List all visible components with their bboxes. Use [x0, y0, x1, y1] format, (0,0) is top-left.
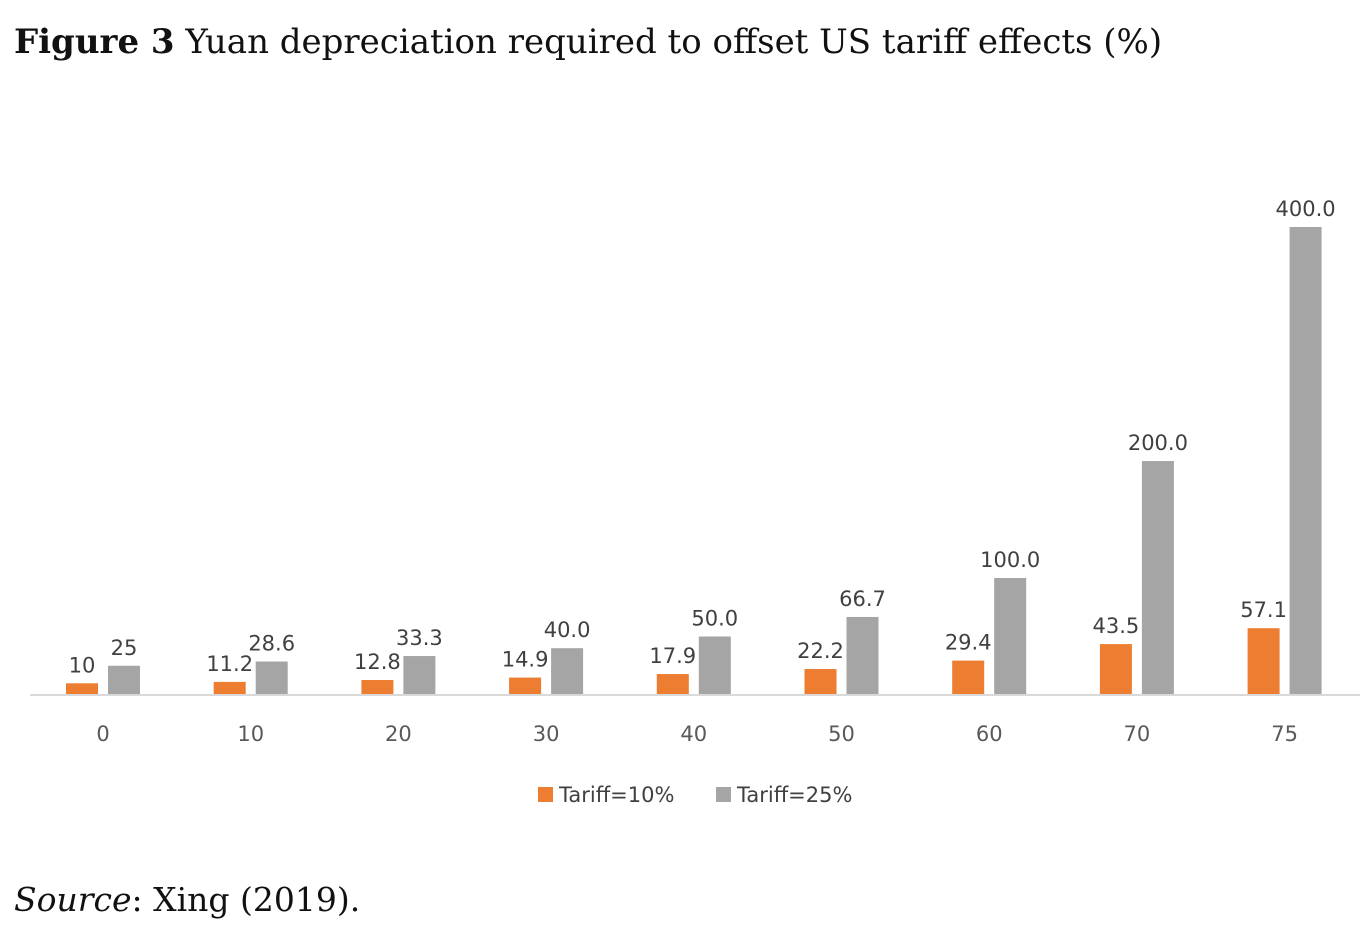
- legend-swatch-tariff10: [538, 787, 553, 802]
- bar-tariff25-75: [1289, 227, 1322, 695]
- x-tick-label-0: 0: [96, 722, 109, 746]
- x-tick-labels: 0 10 20 30 40 50 60 70 75: [96, 722, 1298, 746]
- bar-tariff10-10: [213, 681, 246, 695]
- source-text: : Xing (2019).: [131, 880, 361, 919]
- bar-tariff10-40: [656, 674, 689, 695]
- figure-label: Figure 3: [14, 22, 175, 62]
- data-label-tariff10-20: 12.8: [354, 650, 401, 674]
- legend: Tariff=10% Tariff=25%: [538, 783, 852, 807]
- bars-layer: [66, 227, 1322, 695]
- source-note: Source: Xing (2019).: [14, 880, 360, 919]
- bar-tariff25-50: [846, 616, 879, 695]
- x-tick-label-75: 75: [1271, 722, 1298, 746]
- data-label-tariff25-70: 200.0: [1128, 431, 1188, 455]
- x-tick-label-40: 40: [680, 722, 707, 746]
- data-label-tariff10-0: 10: [69, 653, 96, 677]
- bar-tariff10-30: [509, 677, 542, 695]
- bar-tariff10-0: [66, 683, 98, 695]
- data-label-tariff10-40: 17.9: [649, 644, 696, 668]
- source-label: Source: [14, 880, 132, 919]
- legend-label-tariff10: Tariff=10%: [558, 783, 674, 807]
- bar-tariff25-10: [255, 661, 288, 695]
- data-labels: 10 25 11.228.6 12.833.3 14.9 40.0 17.9 50.0 22.2…: [69, 197, 1336, 677]
- x-tick-label-30: 30: [533, 722, 560, 746]
- bar-tariff10-70: [1099, 644, 1132, 695]
- bar-tariff10-75: [1247, 628, 1280, 695]
- x-tick-label-20: 20: [385, 722, 412, 746]
- data-label-tariff10-75: 57.1: [1240, 598, 1287, 622]
- legend-swatch-tariff25: [716, 787, 731, 802]
- figure-title: Figure 3 Yuan depreciation required to o…: [14, 22, 1162, 62]
- data-label-tariff10-50: 22.2: [797, 639, 844, 663]
- data-label-tariff25-60: 100.0: [980, 548, 1040, 572]
- bar-tariff10-60: [952, 660, 985, 695]
- x-tick-label-10: 10: [237, 722, 264, 746]
- data-label-tariff25-50: 66.7: [839, 587, 886, 611]
- data-label-tariff25-0: 25: [111, 636, 138, 660]
- data-label-tariff10-10: 11.2: [206, 652, 253, 676]
- data-label-tariff10-30: 14.9: [502, 648, 549, 672]
- data-label-tariff10-70: 43.5: [1093, 614, 1140, 638]
- bar-tariff25-0: [108, 665, 140, 695]
- bar-tariff25-30: [551, 648, 584, 695]
- data-label-tariff25-10: 28.6: [248, 632, 295, 656]
- x-tick-label-50: 50: [828, 722, 855, 746]
- bar-tariff25-40: [698, 636, 731, 695]
- data-label-tariff25-75: 400.0: [1276, 197, 1336, 221]
- bar-tariff25-60: [994, 578, 1027, 695]
- data-label-tariff25-30: 40.0: [544, 618, 591, 642]
- legend-label-tariff25: Tariff=25%: [736, 783, 852, 807]
- bar-tariff25-70: [1141, 461, 1174, 695]
- figure-caption: Yuan depreciation required to offset US …: [185, 22, 1163, 62]
- bar-tariff10-20: [361, 680, 394, 695]
- data-label-tariff25-20: 33.3: [396, 626, 443, 650]
- x-tick-label-60: 60: [976, 722, 1003, 746]
- bar-chart: 0 10 20 30 40 50 60 70 75 10 25 11.228.6 12.833.3 14…: [30, 197, 1360, 807]
- bar-tariff25-20: [403, 656, 436, 695]
- data-label-tariff25-40: 50.0: [691, 607, 738, 631]
- x-tick-label-70: 70: [1124, 722, 1151, 746]
- bar-tariff10-50: [804, 669, 837, 695]
- data-label-tariff10-60: 29.4: [945, 631, 992, 655]
